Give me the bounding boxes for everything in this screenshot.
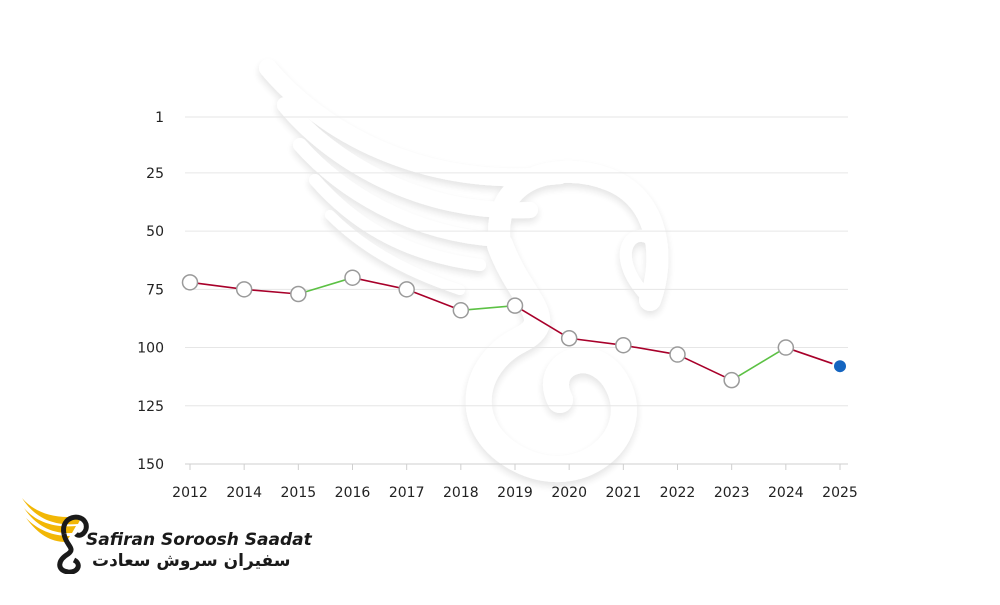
line-segment xyxy=(569,337,624,347)
line-segment xyxy=(677,353,733,381)
line-segment xyxy=(244,288,299,295)
x-tick-label: 2015 xyxy=(281,485,317,501)
x-tick-label: 2022 xyxy=(660,485,696,501)
y-tick-label: 50 xyxy=(146,224,164,240)
brand-name-fa: سفیران سروش سعادت xyxy=(92,551,291,571)
x-tick-label: 2012 xyxy=(172,485,208,501)
line-segment xyxy=(514,304,570,339)
y-tick-label: 25 xyxy=(146,166,164,182)
y-tick-label: 125 xyxy=(137,399,164,415)
data-point xyxy=(669,346,686,363)
data-point xyxy=(723,371,740,389)
x-tick-label: 2016 xyxy=(335,485,371,501)
x-tick-label: 2017 xyxy=(389,485,425,501)
y-tick-label: 1 xyxy=(155,110,164,126)
series-line xyxy=(189,276,841,381)
x-tick-label: 2019 xyxy=(497,485,533,501)
latest-data-point xyxy=(832,358,848,375)
data-point xyxy=(181,274,199,291)
series-points xyxy=(181,269,848,389)
line-segment xyxy=(731,346,787,381)
y-tick-label: 150 xyxy=(137,457,164,473)
swan-wing-icon xyxy=(22,498,89,575)
x-axis: 2012 2014 2015 2016 2017 2018 2019 2020 2021 2022… xyxy=(172,463,858,501)
line-segment xyxy=(623,344,678,356)
x-tick-label: 2018 xyxy=(443,485,479,501)
x-tick-label: 2023 xyxy=(714,485,750,501)
data-point xyxy=(615,336,632,354)
data-point xyxy=(506,297,524,314)
x-tick-label: 2014 xyxy=(226,485,262,501)
y-tick-label: 75 xyxy=(146,282,164,298)
x-tick-label: 2025 xyxy=(822,485,858,501)
watermark-logo xyxy=(259,59,669,483)
line-segment xyxy=(352,276,407,291)
line-segment xyxy=(460,304,516,312)
line-segment xyxy=(298,276,353,295)
data-point xyxy=(560,329,578,347)
x-tick-label: 2024 xyxy=(768,485,804,501)
brand-name-en: Safiran Soroosh Saadat xyxy=(86,530,312,550)
x-tick-label: 2020 xyxy=(551,485,587,501)
line-segment xyxy=(189,281,245,291)
data-point xyxy=(398,281,415,298)
y-tick-label: 100 xyxy=(137,341,164,357)
data-point xyxy=(235,281,253,298)
data-point xyxy=(344,269,361,286)
x-tick-label: 2021 xyxy=(606,485,642,501)
data-point xyxy=(452,302,470,319)
data-point xyxy=(290,285,307,303)
line-segment xyxy=(406,288,462,312)
line-segment xyxy=(785,346,841,367)
brand-logo xyxy=(20,494,90,579)
data-point xyxy=(777,339,795,356)
